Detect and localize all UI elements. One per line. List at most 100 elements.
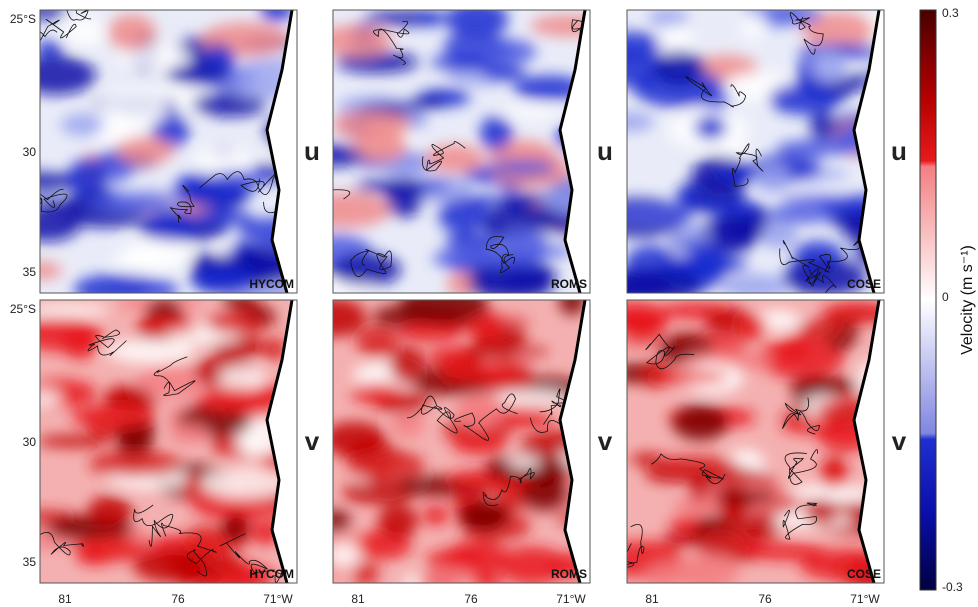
field-blob: [68, 158, 108, 195]
colorbar-max: 0.3: [942, 6, 959, 20]
field-blob: [112, 250, 175, 272]
field-blob: [480, 116, 513, 151]
field-blob: [767, 204, 835, 223]
field-blob: [760, 221, 798, 249]
lat-label: 35: [23, 265, 37, 279]
colorbar: [920, 10, 936, 590]
field-blob: [205, 314, 270, 333]
field-blob: [796, 319, 845, 341]
field-blob: [35, 41, 65, 56]
model-label: COSE: [847, 277, 881, 291]
lon-label: 81: [645, 592, 659, 606]
field-blob: [741, 14, 768, 38]
map-panel: [7, 295, 319, 595]
field-blob: [500, 106, 562, 118]
field-blob: [323, 422, 387, 458]
field-blob: [675, 188, 706, 203]
field-blob: [320, 510, 351, 532]
lat-label: 25°S: [10, 302, 36, 316]
field-blob: [744, 543, 827, 561]
field-blob: [238, 434, 273, 458]
field-blob: [36, 435, 110, 447]
field-blob: [778, 336, 809, 361]
field-blob: [193, 266, 255, 294]
field-blob: [304, 298, 366, 336]
field-blob: [507, 456, 541, 469]
field-blob: [613, 203, 695, 227]
field-blob: [735, 314, 767, 340]
component-label: u: [597, 136, 613, 166]
field-blob: [241, 59, 310, 75]
field-blob: [195, 389, 281, 413]
field-blob: [672, 404, 728, 440]
lon-label: 71°W: [556, 592, 586, 606]
field-blob: [330, 254, 401, 286]
component-label: u: [891, 136, 907, 166]
field-blob: [355, 180, 425, 193]
field-blob: [27, 379, 97, 407]
field-blob: [99, 88, 170, 126]
field-blob: [645, 562, 715, 586]
field-blob: [804, 498, 838, 524]
field-blob: [378, 504, 418, 537]
field-blob: [610, 268, 703, 303]
lat-label: 35: [23, 555, 37, 569]
field-blob: [810, 112, 836, 141]
field-blob: [452, 433, 507, 454]
map-panel: [304, 285, 620, 590]
field-blob: [332, 110, 411, 140]
field-blob: [459, 501, 509, 532]
model-label: COSE: [847, 567, 881, 581]
field-blob: [353, 561, 379, 586]
field-blob: [73, 537, 147, 562]
field-blob: [720, 274, 791, 299]
model-label: ROMS: [551, 567, 587, 581]
lon-label: 71°W: [263, 592, 293, 606]
map-panel: [292, 1, 628, 302]
field-blob: [408, 96, 446, 109]
component-label: v: [598, 426, 613, 456]
field-blob: [138, 316, 195, 332]
lon-label: 76: [464, 592, 478, 606]
field-blob: [146, 208, 195, 241]
field-blob: [472, 573, 504, 589]
field-blob: [446, 1, 509, 39]
field-blob: [72, 404, 156, 430]
field-blob: [646, 455, 738, 475]
field-blob: [769, 83, 842, 115]
colorbar-label: Velocity (m s⁻¹): [959, 245, 976, 355]
field-blob: [530, 15, 607, 37]
colorbar-min: -0.3: [942, 580, 963, 594]
field-blob: [356, 325, 399, 358]
field-blob: [84, 196, 169, 211]
field-blob: [489, 160, 556, 174]
model-label: HYCOM: [249, 567, 294, 581]
field-blob: [219, 366, 265, 391]
field-blob: [298, 192, 391, 228]
field-blob: [438, 364, 524, 384]
field-blob: [619, 311, 667, 341]
field-blob: [789, 377, 859, 395]
lon-label: 76: [171, 592, 185, 606]
field-blob: [389, 347, 425, 384]
field-blob: [105, 386, 149, 406]
field-blob: [61, 114, 105, 136]
field-blob: [88, 496, 133, 526]
field-blob: [653, 50, 704, 85]
field-blob: [425, 568, 475, 582]
lon-label: 81: [351, 592, 365, 606]
lon-label: 76: [758, 592, 772, 606]
field-blob: [414, 11, 444, 26]
field-blob: [188, 210, 254, 225]
lat-label: 30: [23, 435, 37, 449]
field-blob: [782, 193, 857, 205]
field-blob: [26, 304, 110, 316]
field-blob: [820, 461, 848, 490]
map-panel: [0, 0, 325, 308]
colorbar-zero: 0: [942, 290, 949, 304]
field-blob: [439, 198, 487, 234]
field-blob: [89, 451, 181, 477]
field-blob: [352, 383, 405, 404]
field-blob: [200, 554, 244, 569]
field-blob: [810, 49, 847, 84]
